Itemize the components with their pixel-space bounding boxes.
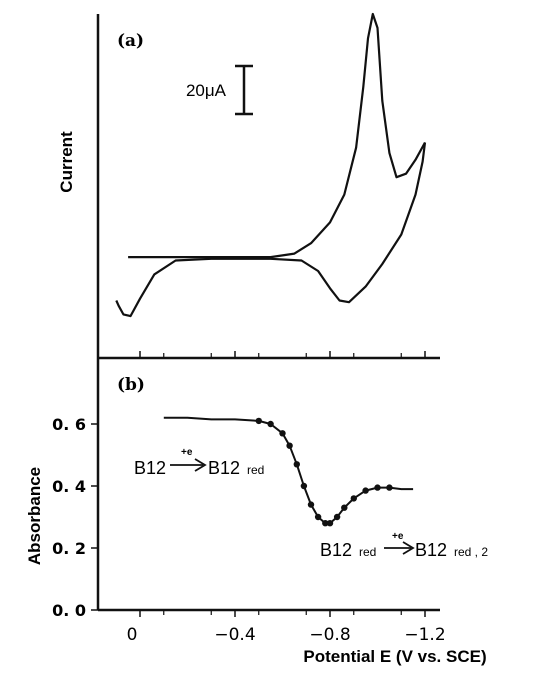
y-tick-label: 0. 4: [52, 477, 86, 496]
absorbance-point: [386, 484, 393, 491]
absorbance-point: [322, 520, 329, 527]
panel-b-y-label: Absorbance: [25, 467, 44, 565]
y-tick-label: 0. 0: [52, 601, 86, 620]
y-axis-ticks: 0. 0 0. 2 0. 4 0. 6: [52, 415, 98, 620]
annotation-2-product: B12: [415, 540, 447, 560]
y-tick-label: 0. 6: [52, 415, 86, 434]
annotation-1-reactant: B12: [134, 458, 166, 478]
panel-a-label: (a): [117, 31, 144, 51]
absorbance-point: [326, 520, 334, 527]
absorbance-line: [163, 416, 414, 525]
x-tick-label: −0.4: [214, 625, 255, 645]
panel-b-x-label: Potential E (V vs. SCE): [303, 647, 486, 666]
absorbance-point: [279, 430, 286, 437]
absorbance-point: [341, 504, 348, 511]
y-tick-label: 0. 2: [52, 539, 86, 558]
annotation-2-product-sub: red , 2: [454, 545, 488, 559]
absorbance-point: [374, 484, 381, 491]
scale-bar-label: 20μA: [186, 81, 227, 100]
panel-b: (b) Absorbance Potential E (V vs. SCE) 0…: [25, 351, 488, 666]
absorbance-point: [255, 417, 262, 425]
cv-forward-scan-line: [128, 12, 426, 259]
annotation-1-arrow-label: +e: [181, 447, 193, 458]
cv-reverse-scan-line: [115, 142, 427, 318]
x-tick-label: −1.2: [404, 625, 445, 645]
panel-a: (a) Current 20μA: [57, 12, 440, 360]
panel-b-label: (b): [117, 375, 145, 395]
absorbance-series: [163, 416, 414, 527]
absorbance-point: [267, 420, 274, 428]
absorbance-point: [333, 513, 341, 521]
annotation-2-arrow-icon: [402, 541, 415, 555]
annotation-2-reactant-sub: red: [359, 545, 376, 559]
cv-curves: [115, 12, 427, 318]
absorbance-point: [314, 513, 322, 521]
x-tick-label: −0.8: [309, 625, 350, 645]
annotation-second-reduction: B12 red +e B12 red , 2: [320, 531, 488, 560]
absorbance-point: [300, 482, 308, 490]
x-axis-ticks: 0 −0.4 −0.8 −1.2: [127, 351, 446, 645]
annotation-1-arrow-icon: [194, 458, 207, 472]
absorbance-point: [307, 501, 315, 508]
x-tick-label: 0: [127, 625, 138, 645]
absorbance-point: [362, 487, 369, 494]
panel-a-y-label: Current: [57, 131, 76, 193]
absorbance-point: [293, 461, 300, 468]
scale-bar: 20μA: [186, 64, 253, 116]
absorbance-point: [350, 495, 357, 502]
annotation-2-reactant: B12: [320, 540, 352, 560]
annotation-1-product: B12: [208, 458, 240, 478]
absorbance-point: [286, 442, 293, 449]
annotation-1-product-sub: red: [247, 463, 264, 477]
annotation-first-reduction: B12 +e B12 red: [134, 447, 264, 478]
annotation-2-arrow-label: +e: [392, 531, 404, 542]
